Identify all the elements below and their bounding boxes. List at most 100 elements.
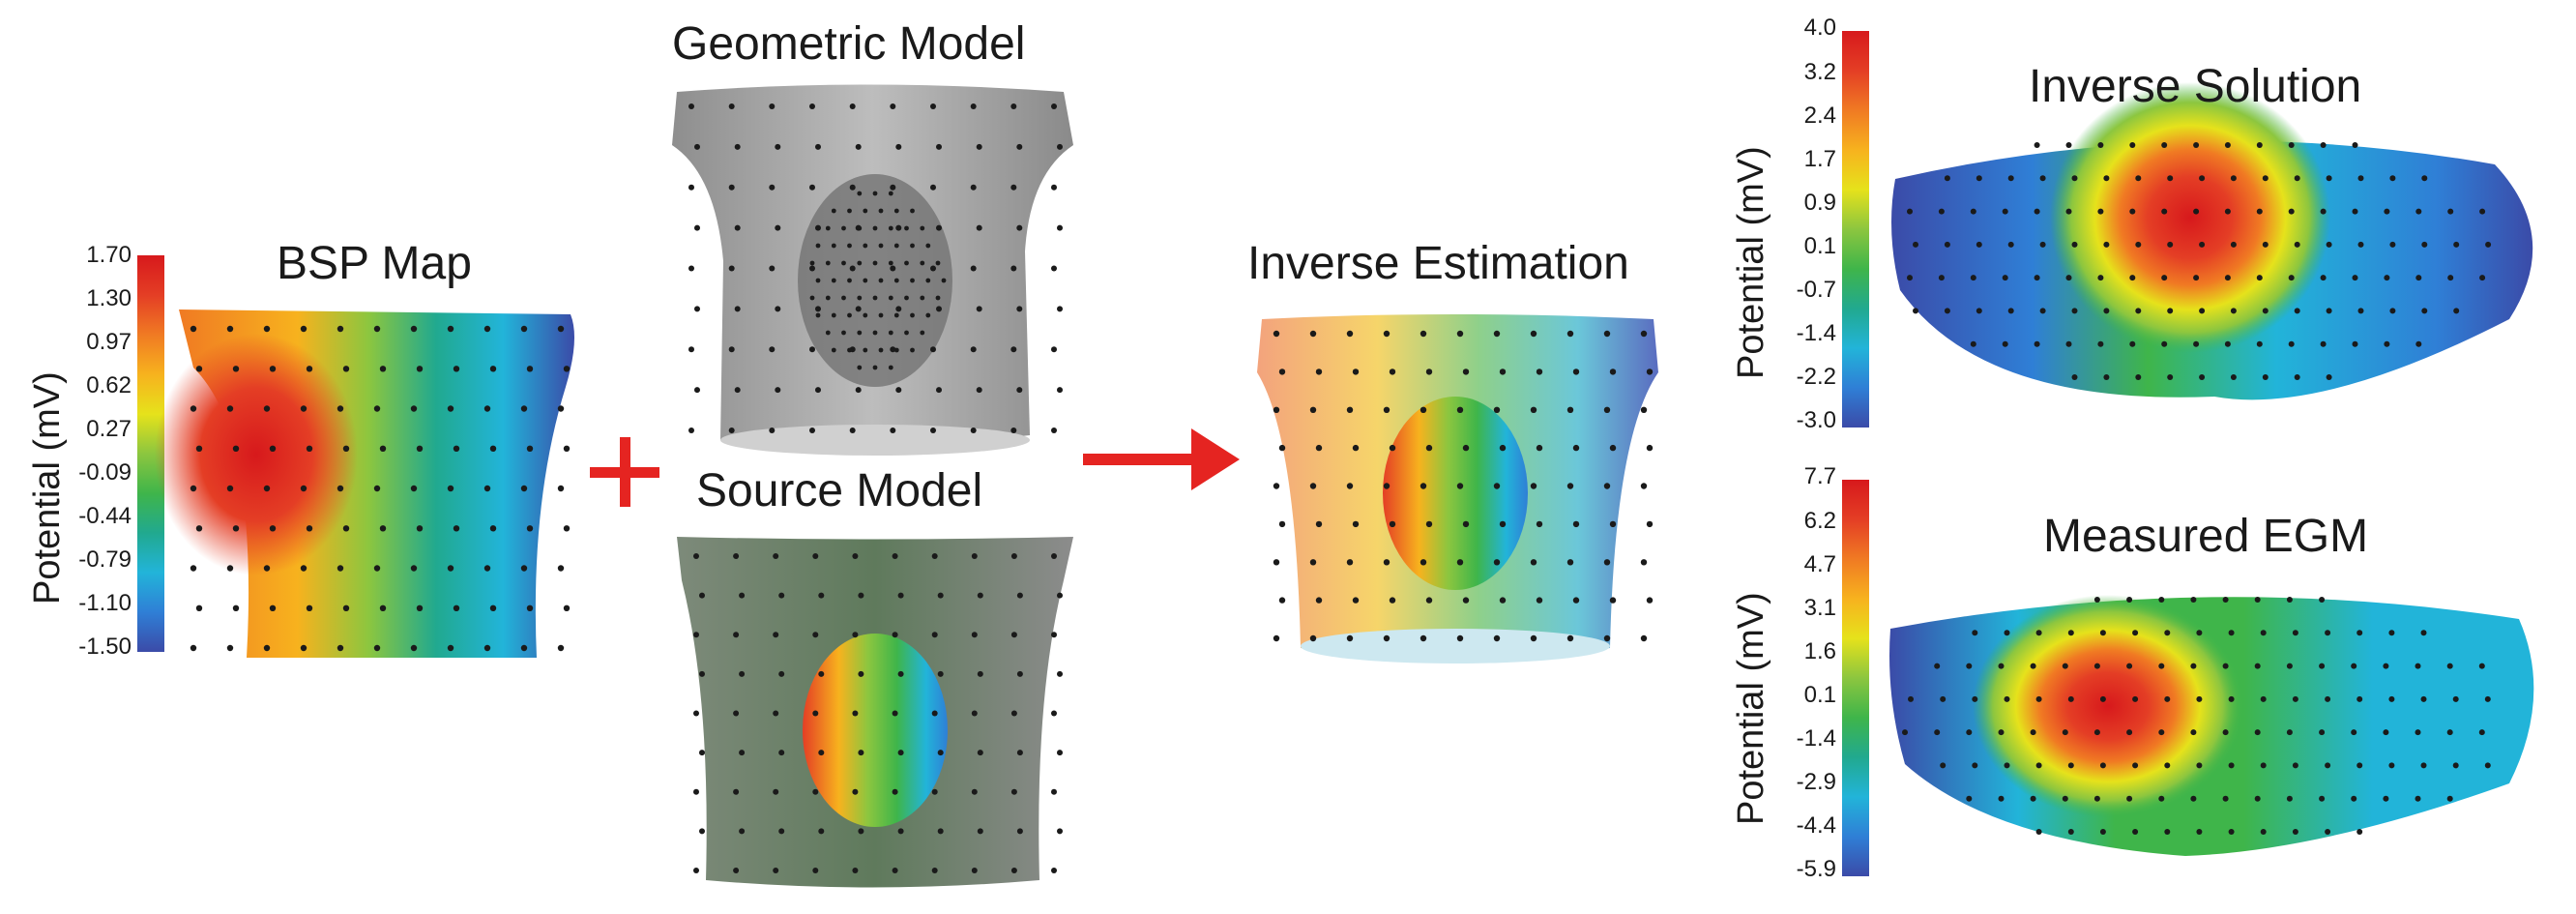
node-dot [563, 604, 571, 611]
node-dot [739, 670, 746, 677]
node-dot [1346, 483, 1354, 489]
node-dot [1057, 224, 1063, 231]
node-dot [2002, 208, 2008, 215]
node-dot [852, 868, 859, 873]
node-dot [447, 644, 454, 652]
node-dot [863, 278, 868, 283]
node-dot [1566, 483, 1574, 489]
node-dot [970, 346, 977, 353]
inverse-estimation-title: Inverse Estimation [1247, 238, 1629, 289]
inverse-solution-colorbar [1842, 31, 1869, 428]
node-dot [847, 312, 852, 318]
node-dot [2325, 762, 2331, 769]
node-dot [878, 208, 884, 214]
node-dot [2161, 208, 2168, 215]
node-dot [1273, 483, 1280, 489]
node-dot [728, 265, 735, 272]
node-dot [337, 644, 344, 652]
node-dot [1051, 632, 1057, 638]
node-dot [2294, 175, 2300, 182]
node-dot [858, 670, 864, 677]
node-dot [855, 306, 862, 312]
node-dot [1938, 275, 1945, 281]
node-dot [2067, 829, 2074, 835]
node-dot [904, 260, 909, 266]
arrow-operator [1083, 428, 1240, 490]
node-dot [2224, 275, 2231, 281]
inverse-solution-tick: 0.9 [1803, 190, 1836, 216]
node-dot [1010, 184, 1017, 191]
node-dot [775, 306, 781, 312]
node-dot [563, 366, 571, 372]
node-dot [2097, 142, 2104, 148]
node-dot [815, 312, 821, 318]
node-dot [688, 265, 694, 272]
node-dot [1536, 597, 1543, 604]
node-dot [734, 306, 741, 312]
node-dot [2224, 208, 2231, 215]
node-dot [2286, 663, 2293, 669]
node-dot [2479, 275, 2486, 281]
bsp-tick: 0.97 [86, 329, 132, 355]
node-dot [2326, 374, 2332, 380]
node-dot [2453, 241, 2460, 248]
node-dot [526, 604, 534, 611]
node-dot [2129, 275, 2136, 281]
node-dot [300, 485, 307, 492]
node-dot [2288, 340, 2295, 347]
node-dot [2389, 241, 2396, 248]
node-dot [2222, 795, 2229, 802]
node-dot [1976, 241, 1982, 248]
node-dot [2007, 175, 2014, 182]
inverse-solution-tick: 2.4 [1803, 103, 1836, 129]
node-dot [1530, 634, 1537, 642]
node-dot [1051, 184, 1057, 191]
node-dot [2129, 340, 2136, 347]
node-dot [2164, 762, 2171, 769]
node-dot [269, 525, 277, 532]
node-dot [920, 260, 925, 266]
node-dot [2325, 829, 2331, 835]
node-dot [2383, 729, 2389, 736]
node-dot [841, 225, 846, 231]
node-dot [769, 265, 776, 272]
node-dot [2071, 175, 2078, 182]
node-dot [1998, 729, 2005, 736]
node-dot [1273, 559, 1280, 566]
node-dot [977, 592, 983, 599]
node-dot [863, 347, 868, 353]
node-dot [920, 225, 925, 231]
node-dot [2199, 374, 2206, 380]
node-dot [1420, 483, 1427, 489]
node-dot [2260, 762, 2267, 769]
node-dot [1309, 634, 1317, 642]
node-dot [852, 632, 859, 638]
node-dot [2356, 829, 2363, 835]
node-dot [1944, 175, 1950, 182]
node-dot [306, 366, 313, 372]
node-dot [2319, 729, 2326, 736]
node-dot [841, 295, 846, 301]
node-dot [688, 428, 694, 433]
node-dot [2034, 275, 2040, 281]
node-dot [2228, 829, 2235, 835]
node-dot [2135, 175, 2142, 182]
node-dot [1051, 868, 1057, 873]
node-dot [2262, 374, 2269, 380]
node-dot [809, 184, 815, 191]
node-dot [872, 260, 878, 266]
node-dot [878, 347, 884, 353]
node-dot [1998, 795, 2005, 802]
node-dot [263, 565, 271, 572]
node-dot [1966, 729, 1973, 736]
node-dot [2351, 663, 2357, 669]
node-dot [232, 604, 240, 611]
node-dot [190, 325, 197, 333]
node-dot [2288, 275, 2295, 281]
node-dot [2093, 795, 2100, 802]
node-dot [1966, 663, 1973, 669]
node-dot [2065, 208, 2072, 215]
node-dot [2260, 695, 2267, 702]
node-dot [855, 387, 862, 394]
inverse-estimation-nodes [1273, 330, 1654, 642]
